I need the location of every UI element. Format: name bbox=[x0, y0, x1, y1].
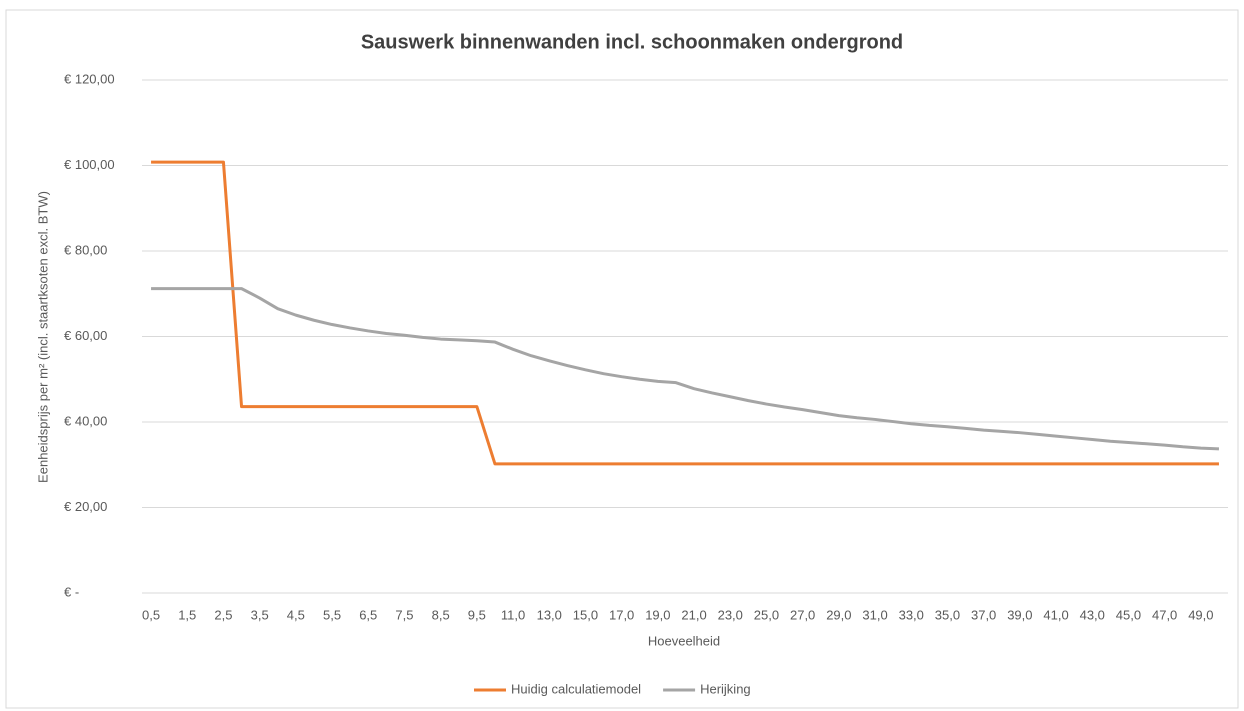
x-tick-label: 4,5 bbox=[287, 607, 305, 622]
x-tick-label: 37,0 bbox=[971, 607, 996, 622]
x-tick-label: 29,0 bbox=[826, 607, 851, 622]
x-tick-label: 45,0 bbox=[1116, 607, 1141, 622]
x-tick-label: 41,0 bbox=[1043, 607, 1068, 622]
x-tick-label: 49,0 bbox=[1188, 607, 1213, 622]
x-tick-label: 8,5 bbox=[432, 607, 450, 622]
x-tick-label: 5,5 bbox=[323, 607, 341, 622]
y-tick-label: € - bbox=[64, 584, 79, 599]
x-tick-label: 25,0 bbox=[754, 607, 779, 622]
x-tick-label: 27,0 bbox=[790, 607, 815, 622]
x-tick-label: 11,0 bbox=[501, 607, 525, 622]
y-tick-label: € 120,00 bbox=[64, 71, 115, 86]
x-tick-label: 31,0 bbox=[862, 607, 887, 622]
x-tick-label: 2,5 bbox=[214, 607, 232, 622]
x-tick-label: 7,5 bbox=[395, 607, 413, 622]
x-tick-label: 13,0 bbox=[537, 607, 562, 622]
x-tick-label: 21,0 bbox=[681, 607, 706, 622]
chart-title: Sauswerk binnenwanden incl. schoonmaken … bbox=[361, 31, 903, 53]
x-tick-label: 1,5 bbox=[178, 607, 196, 622]
x-tick-label: 23,0 bbox=[718, 607, 743, 622]
x-tick-label: 19,0 bbox=[645, 607, 670, 622]
x-tick-label: 17,0 bbox=[609, 607, 634, 622]
y-tick-label: € 60,00 bbox=[64, 328, 107, 343]
x-tick-label: 15,0 bbox=[573, 607, 598, 622]
y-tick-label: € 20,00 bbox=[64, 499, 107, 514]
legend-label: Huidig calculatiemodel bbox=[511, 681, 641, 696]
series-line bbox=[151, 287, 1220, 451]
x-tick-label: 33,0 bbox=[899, 607, 924, 622]
series-line bbox=[151, 160, 1219, 466]
y-tick-label: € 40,00 bbox=[64, 413, 107, 428]
x-tick-label: 9,5 bbox=[468, 607, 486, 622]
x-tick-label: 43,0 bbox=[1080, 607, 1105, 622]
x-tick-label: 39,0 bbox=[1007, 607, 1032, 622]
y-tick-label: € 80,00 bbox=[64, 242, 107, 257]
y-tick-label: € 100,00 bbox=[64, 157, 115, 172]
chart-frame bbox=[5, 9, 1239, 709]
x-tick-label: 0,5 bbox=[142, 607, 160, 622]
x-axis-title: Hoeveelheid bbox=[648, 633, 720, 648]
x-tick-label: 6,5 bbox=[359, 607, 377, 622]
x-tick-label: 47,0 bbox=[1152, 607, 1177, 622]
x-tick-label: 35,0 bbox=[935, 607, 960, 622]
y-axis-title: Eenheidsprijs per m² (incl. staartksoten… bbox=[35, 191, 50, 483]
x-tick-label: 3,5 bbox=[251, 607, 269, 622]
legend-label: Herijking bbox=[700, 681, 751, 696]
